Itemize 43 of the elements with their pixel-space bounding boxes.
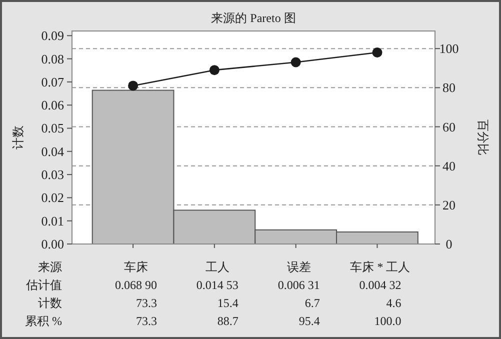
- text: 73.3: [136, 314, 158, 328]
- y-tick-label: 0.08: [41, 51, 64, 66]
- point: [128, 80, 138, 91]
- text: 0.014 53: [196, 278, 238, 292]
- y2-tick-label: 100: [439, 41, 459, 56]
- y-tick-label: 0.07: [41, 74, 64, 90]
- text: 100.0: [374, 314, 402, 328]
- text: 88.7: [217, 314, 238, 328]
- text: 来源: [38, 260, 62, 274]
- text: 6.7: [304, 296, 320, 310]
- x-tick-label: 工人: [205, 260, 230, 274]
- text: 0.006 31: [278, 278, 320, 292]
- text: 95.4: [298, 314, 320, 328]
- text: 0.068 90: [115, 278, 158, 292]
- y-axis-title: 计数: [11, 126, 25, 150]
- y-tick-label: 0.06: [41, 98, 64, 113]
- y2-tick-label: 60: [442, 119, 456, 134]
- text: 估计值: [25, 278, 62, 292]
- y-tick-label: 0.02: [41, 190, 64, 206]
- x-tick-label: 车床: [124, 260, 148, 274]
- y2-tick-label: 80: [442, 80, 456, 96]
- text: 0.004 32: [359, 278, 402, 292]
- y2-tick-label: 20: [442, 197, 456, 212]
- text: 计数: [38, 296, 62, 310]
- text: 4.6: [386, 296, 402, 310]
- text: 累积 %: [25, 314, 62, 328]
- point: [290, 57, 301, 68]
- y-tick-label: 0.04: [41, 144, 64, 159]
- text: 73.3: [136, 296, 158, 310]
- y2-tick-label: 40: [442, 158, 456, 174]
- y2-axis-title: 百分比: [476, 120, 490, 156]
- x-tick-label: 车床 * 工人: [350, 260, 410, 274]
- text: 15.4: [217, 296, 238, 310]
- y2-tick-label: 0: [446, 236, 452, 252]
- y-tick-label: 0.05: [41, 120, 64, 136]
- point: [372, 47, 382, 58]
- y-tick-label: 0.09: [41, 28, 64, 44]
- chart-title: 来源的 Pareto 图: [211, 11, 296, 25]
- y-tick-label: 0.00: [41, 236, 64, 252]
- y-tick-label: 0.03: [41, 167, 64, 182]
- y-tick-label: 0.01: [41, 213, 64, 228]
- x-tick-label: 误差: [286, 260, 311, 274]
- point: [209, 65, 220, 76]
